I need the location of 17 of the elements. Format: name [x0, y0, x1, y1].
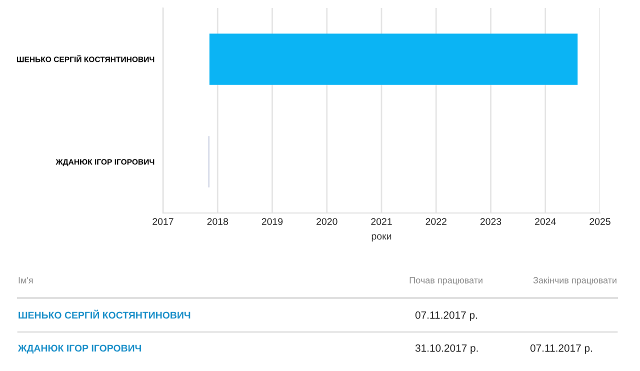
x-tick-label: 2021	[371, 218, 392, 225]
x-axis-title: роки	[372, 234, 392, 242]
x-tick-label: 2023	[480, 218, 502, 225]
text: Закінчив працювати	[533, 276, 616, 286]
text: ЖДАНЮК ІГОР ІГОРОВИЧ	[18, 344, 141, 354]
text: Почав працювати	[410, 277, 482, 286]
x-tick-label: 2019	[262, 218, 283, 225]
x-tick-label: 2024	[535, 218, 556, 225]
x-tick-label: 2020	[316, 218, 338, 225]
text: 07.11.2017 р.	[415, 311, 477, 321]
text: Ім'я	[18, 277, 33, 284]
text: 31.10.2017 р.	[415, 344, 478, 354]
x-tick-label: 2025	[590, 218, 610, 225]
text: 07.11.2017 р.	[530, 344, 592, 354]
x-tick-label: 2022	[426, 218, 446, 225]
x-tick-label: 2018	[207, 218, 228, 225]
x-tick-label: 2017	[152, 218, 174, 225]
